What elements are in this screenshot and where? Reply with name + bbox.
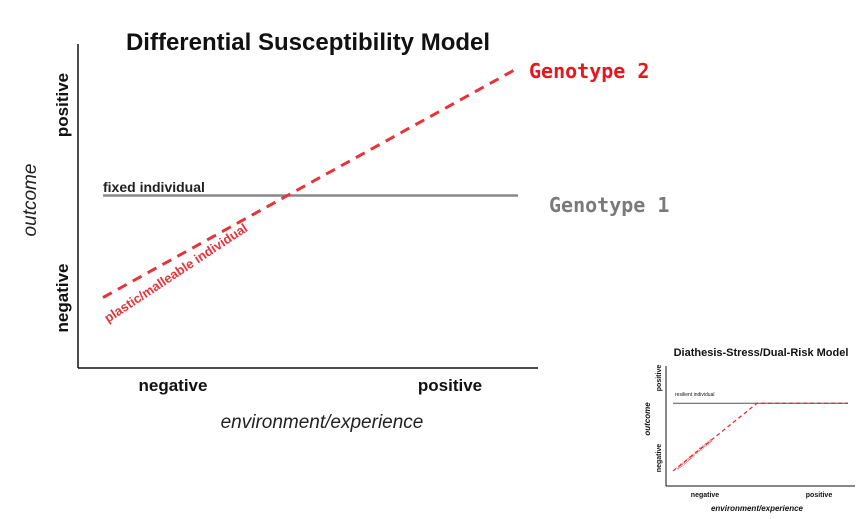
inset-y-axis-label: outcome	[643, 402, 652, 436]
main-x-tick-positive: positive	[418, 376, 482, 395]
inset-y-tick-positive: positive	[656, 365, 663, 392]
label-fixed-individual: fixed individual	[103, 179, 205, 195]
label-genotype-2: Genotype 2	[529, 59, 649, 83]
main-x-tick-negative: negative	[139, 376, 208, 395]
main-y-axis-label: outcome	[20, 164, 41, 237]
inset-series-line-vulnerable	[672, 402, 848, 472]
inset-chart: Diathesis-Stress/Dual-Risk Model positiv…	[643, 347, 855, 513]
main-y-tick-positive: positive	[53, 73, 72, 137]
main-chart: Differential Susceptibility Model positi…	[20, 29, 669, 433]
main-y-tick-negative: negative	[53, 264, 72, 333]
inset-label-resilient: resilient individual	[675, 392, 714, 398]
main-chart-title: Differential Susceptibility Model	[126, 29, 490, 56]
inset-label-vulnerable: vulnerable individual	[675, 438, 714, 472]
inset-x-tick-positive: positive	[806, 492, 833, 499]
inset-chart-title: Diathesis-Stress/Dual-Risk Model	[674, 347, 849, 359]
inset-y-tick-negative: negative	[656, 444, 663, 473]
series-line-plastic-individual	[102, 66, 519, 299]
main-x-axis-label: environment/experience	[221, 412, 424, 433]
label-genotype-1: Genotype 1	[549, 193, 669, 217]
label-plastic-individual: plastic/malleable individual	[101, 220, 250, 325]
inset-x-axis-label: environment/experience	[711, 504, 804, 513]
inset-x-tick-negative: negative	[691, 492, 720, 499]
